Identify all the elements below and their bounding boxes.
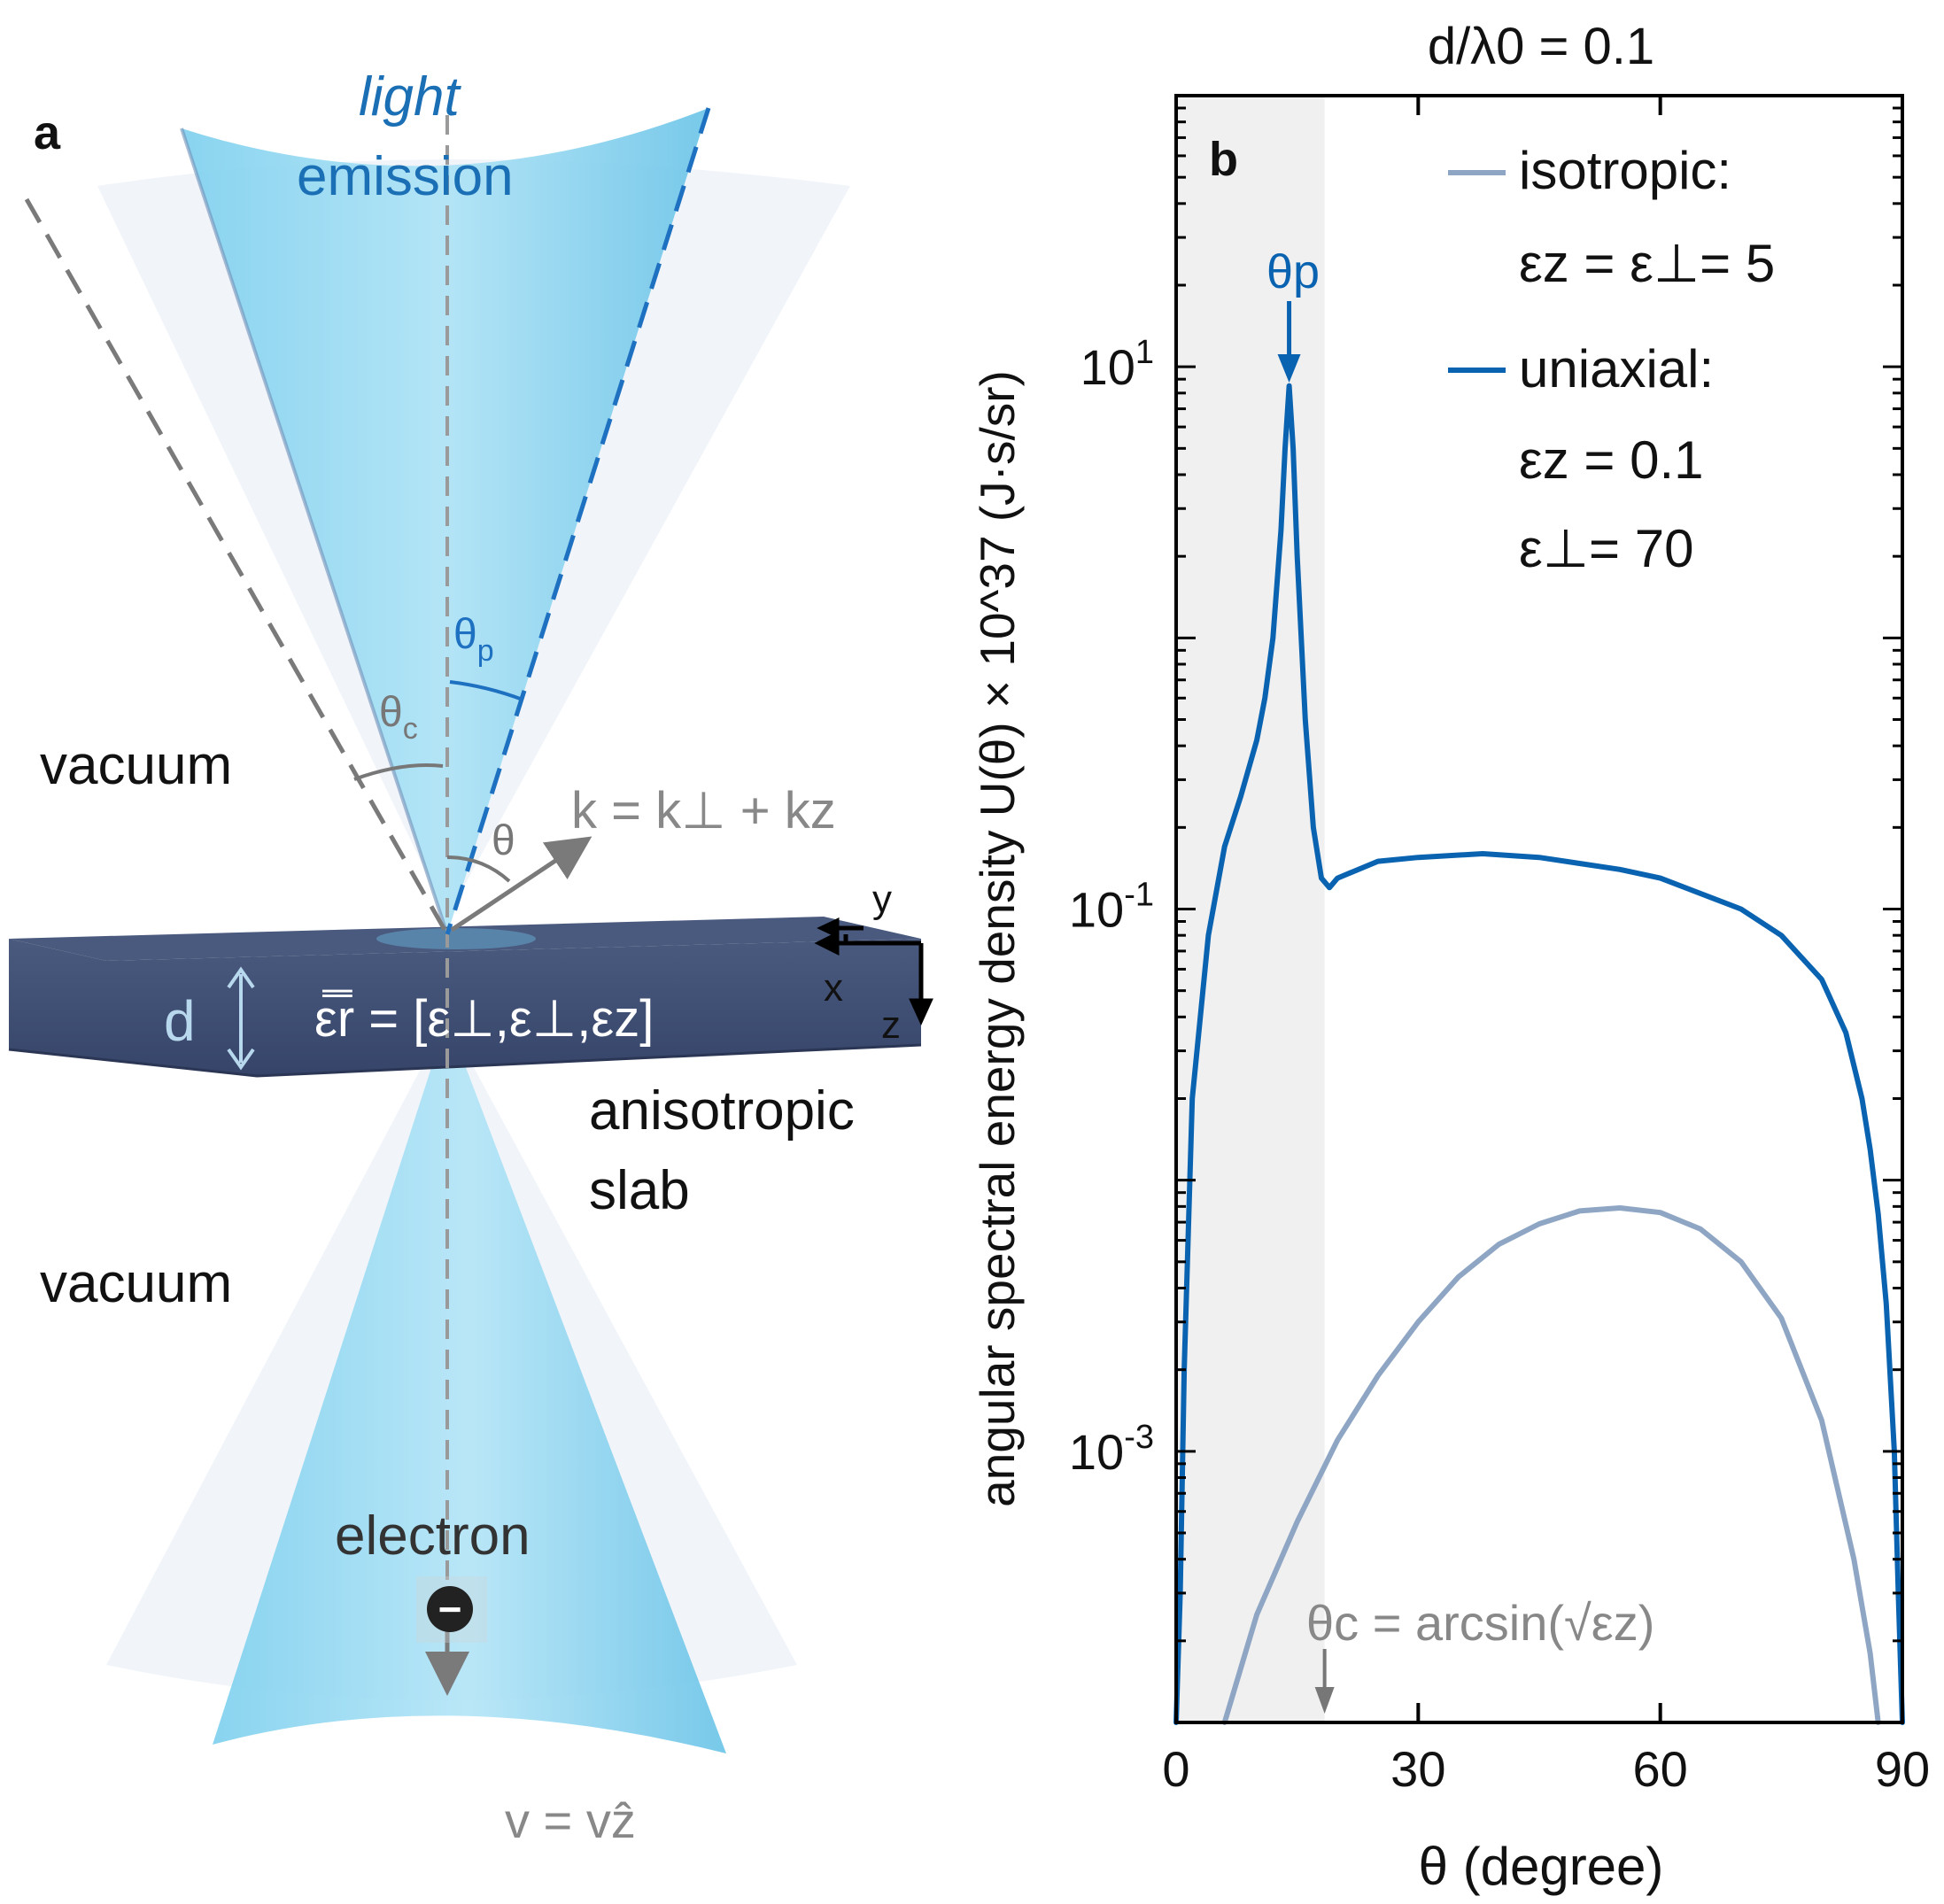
slab-label-1: anisotropic [589,1080,855,1142]
velocity-label: v = vẑ [505,1792,636,1848]
x-axis-title: θ (degree) [1419,1837,1664,1896]
theta-p-arrow-head [1277,354,1301,383]
y-tick-label: 10-1 [1069,877,1154,938]
theta-c-arrow [1314,1649,1335,1714]
emission-cone-bottom [213,1018,726,1753]
thickness-arrow [227,966,255,1071]
legend-isotropic-line1: isotropic: [1519,141,1731,200]
legend-uniaxial-line3: ε⊥= 70 [1519,519,1693,578]
electron-symbol: − [438,1586,462,1632]
panel-a-label: a [34,106,61,159]
slab-top-face [9,917,921,961]
y-tick-label: 101 [1080,334,1154,395]
y-tick-label: 10-3 [1069,1419,1154,1480]
light-emission-label-2: emission [297,146,514,207]
coordinate-axes [814,917,933,1026]
legend: isotropic: εz = ε⊥= 5 uniaxial: εz = 0.1… [1448,141,1775,578]
electron-dot [427,1586,473,1632]
theta-c-arrow-head [1314,1687,1335,1714]
peak-angle-line [445,107,711,935]
k-vector-arrow [450,836,592,933]
thickness-label: d [164,989,196,1053]
emission-cone-top [182,108,709,934]
chart-title: d/λ0 = 0.1 [1428,18,1654,75]
series-layer [1173,383,1905,1725]
theta-arc [446,855,511,883]
shaded-region [1176,96,1325,1722]
tick-label-layer: 0 30 60 90 101 10-1 10-3 [1069,334,1930,1797]
panel-b: 0 30 60 90 101 10-1 10-3 b d/λ0 = 0.1 θ (degre… [970,18,1930,1896]
theta-c-label: θc [379,689,418,746]
electron-label: electron [335,1505,531,1567]
legend-uniaxial-line2: εz = 0.1 [1519,430,1704,490]
k-vector-label: k = k⊥ + kz [571,782,836,840]
series-line-uniaxial [1173,383,1905,1725]
emission-cone-top-edge [180,128,449,935]
panel-b-label: b [1209,133,1238,186]
x-tick-label: 0 [1162,1741,1189,1797]
slab-glow [376,928,536,949]
theta-c-annotation: θc = arcsin(√εz) [1306,1595,1654,1651]
theta-p-arc [449,680,523,701]
axis-y-label: y [872,878,892,921]
legend-isotropic-line2: εz = ε⊥= 5 [1519,234,1775,293]
theta-p-label: θp [453,611,494,668]
x-tick-label: 60 [1633,1741,1688,1797]
legend-uniaxial-line1: uniaxial: [1519,339,1714,399]
x-tick-label: 30 [1390,1741,1445,1797]
axis-z-label: z [881,1003,901,1047]
tick-layer [1174,96,1904,1724]
y-axis-title: angular spectral energy density U(θ) × 1… [970,370,1025,1507]
epsilon-tensor-label: ε̿r = [ε⊥,ε⊥,εz] [314,990,654,1048]
theta-c-arc [353,763,444,781]
vacuum-bottom-label: vacuum [40,1253,232,1314]
theta-label: θ [492,817,515,864]
series-line-isotropic [1221,1205,1881,1725]
slab-shadow-edge [8,1043,922,1078]
panel-a: a light emission θp θc θ vacuum vacuum k… [8,66,933,1848]
slab-label-2: slab [589,1160,690,1221]
light-emission-label-1: light [359,66,462,128]
theta-p-arrow [1277,301,1301,383]
critical-angle-line [24,197,450,936]
vacuum-top-label: vacuum [40,735,232,796]
axis-x-label: x [824,966,843,1010]
theta-p-marker: θp [1266,245,1320,298]
x-tick-label: 90 [1875,1741,1930,1797]
